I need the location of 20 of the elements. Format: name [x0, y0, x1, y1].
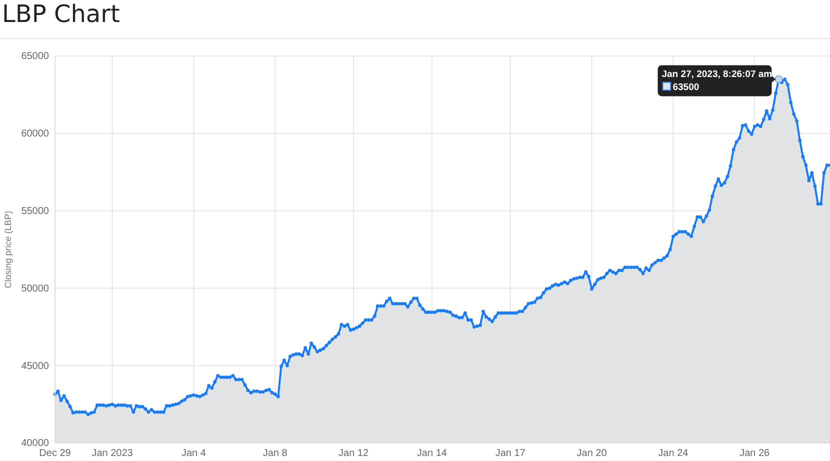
x-tick-label: Jan 14 — [416, 448, 448, 460]
y-tick-label: 65000 — [21, 51, 50, 62]
x-tick-label: Dec 29 — [39, 448, 72, 460]
chart-title: LBP Chart — [2, 0, 120, 28]
x-tick-label: Jan 2023 — [92, 448, 134, 460]
x-tick-label: Jan 4 — [181, 448, 206, 460]
x-tick-label: Jan 20 — [576, 448, 608, 460]
x-tick-label: Jan 26 — [740, 448, 770, 460]
y-tick-label: 60000 — [21, 128, 50, 140]
y-tick-label: 55000 — [21, 206, 50, 217]
x-tick-label: Jan 24 — [658, 448, 689, 460]
x-tick-label: Jan 17 — [495, 448, 526, 460]
x-tick-label: Jan 12 — [338, 448, 369, 460]
y-tick-label: 45000 — [21, 360, 50, 372]
annotation: 63500 — [672, 82, 700, 94]
y-tick-label: 50000 — [21, 283, 50, 294]
x-tick-label: Jan 8 — [262, 448, 288, 460]
y-axis-title: Closing price (LBP) — [3, 210, 13, 288]
annotation: Jan 27, 2023, 8:26:07 am — [662, 69, 772, 80]
y-tick-label: 40000 — [21, 438, 50, 450]
